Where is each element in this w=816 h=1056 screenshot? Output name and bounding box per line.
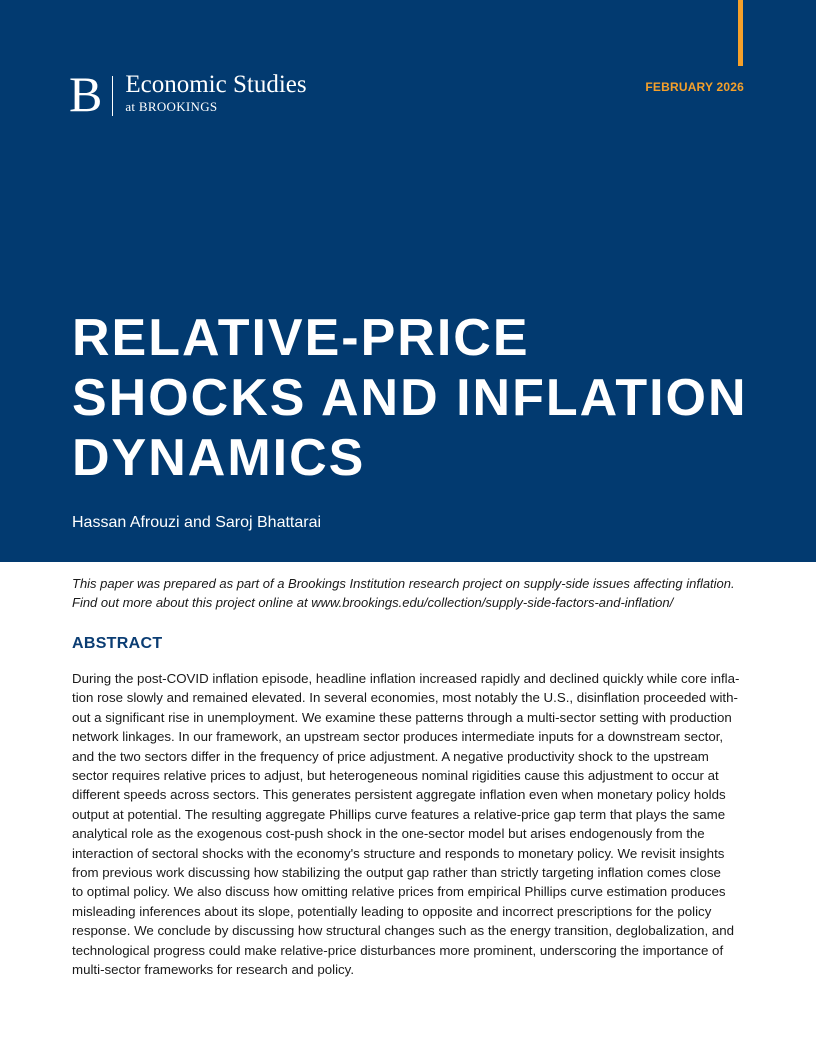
abstract-body: During the post-COVID inflation episode,…	[72, 669, 739, 980]
logo-name: Economic Studies	[125, 71, 307, 98]
title-line: SHOCKS AND INFLATION	[72, 369, 748, 427]
abstract-line: analytical role as the exogenous cost-pu…	[72, 826, 705, 842]
title-line: DYNAMICS	[72, 429, 366, 487]
project-note: This paper was prepared as part of a Bro…	[72, 574, 735, 612]
abstract-line: response. We conclude by discussing how …	[72, 923, 735, 939]
accent-bar	[738, 0, 743, 66]
note-line: This paper was prepared as part of a Bro…	[72, 576, 735, 591]
abstract-line: During the post-COVID inflation episode,…	[72, 671, 740, 686]
abstract-line: different speeds across sectors. This ge…	[72, 787, 726, 803]
abstract-line: and the two sectors differ in the freque…	[72, 748, 709, 764]
title-line: RELATIVE-PRICE	[72, 309, 530, 367]
abstract-line: technological progress could make relati…	[72, 942, 724, 958]
logo-divider	[112, 76, 114, 116]
note-line: Find out more about this project online …	[72, 595, 674, 610]
abstract-heading: ABSTRACT	[72, 635, 163, 652]
abstract-line: to optimal policy. We also discuss how o…	[72, 884, 726, 900]
abstract-line: output at potential. The resulting aggre…	[72, 806, 726, 822]
logo-sub: at BROOKINGS	[125, 99, 218, 114]
cover-band	[0, 0, 816, 562]
logo-letter: B	[69, 66, 103, 122]
abstract-line: misleading inferences about its slope, p…	[72, 903, 712, 919]
page-title: RELATIVE-PRICE SHOCKS AND INFLATION DYNA…	[72, 308, 748, 488]
abstract-line: tion rose slowly and remained elevated. …	[72, 690, 738, 706]
abstract-line: sector requires relative prices to adjus…	[72, 768, 719, 784]
brookings-logo: B Economic Studies at BROOKINGS	[69, 66, 307, 122]
abstract-line: multi-sector frameworks for research and…	[72, 962, 355, 978]
abstract-line: interaction of sectoral shocks with the …	[72, 845, 725, 861]
abstract-line: from previous work discussing how stabil…	[72, 865, 721, 881]
abstract-line: out a significant rise in unemployment. …	[72, 709, 732, 725]
publication-date: FEBRUARY 2026	[645, 80, 744, 94]
abstract-line: network linkages. In our framework, an u…	[72, 729, 724, 745]
authors: Hassan Afrouzi and Saroj Bhattarai	[72, 514, 322, 531]
